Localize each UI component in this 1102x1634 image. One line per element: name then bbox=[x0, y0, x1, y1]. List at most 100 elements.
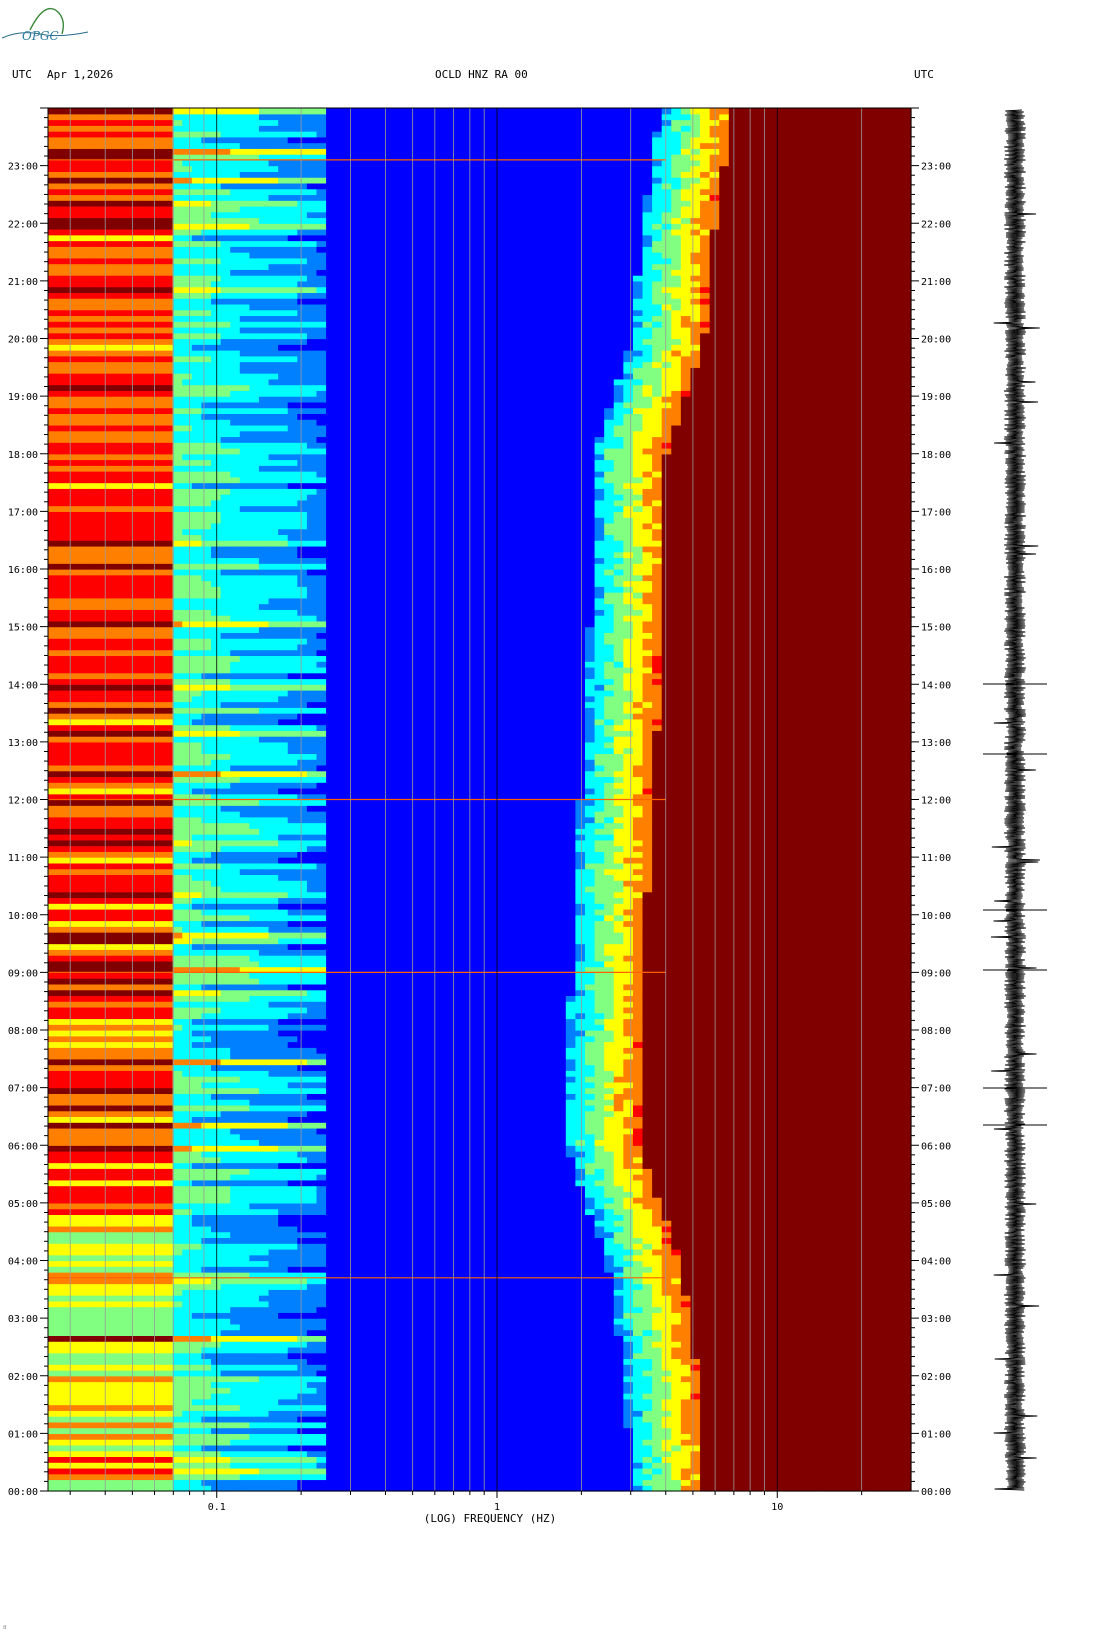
heatmap-cell bbox=[642, 1185, 653, 1192]
heatmap-cell bbox=[537, 1254, 548, 1262]
heatmap-cell bbox=[527, 1352, 538, 1360]
heatmap-cell bbox=[393, 1248, 404, 1256]
heatmap-cell bbox=[115, 1416, 126, 1423]
heatmap-cell bbox=[815, 1421, 826, 1429]
heatmap-cell bbox=[805, 1364, 816, 1371]
heatmap-cell bbox=[594, 1450, 605, 1458]
heatmap-cell bbox=[690, 1393, 701, 1400]
heatmap-cell bbox=[95, 1439, 107, 1446]
heatmap-cell bbox=[891, 1214, 903, 1221]
heatmap-cell bbox=[719, 1410, 730, 1417]
heatmap-cell bbox=[76, 1231, 87, 1239]
heatmap-cell bbox=[67, 1375, 78, 1383]
heatmap-cell bbox=[680, 1254, 692, 1262]
heatmap-cell bbox=[508, 1467, 519, 1475]
heatmap-cell bbox=[680, 1393, 692, 1400]
heatmap-cell bbox=[584, 1323, 596, 1331]
heatmap-cell bbox=[565, 1197, 576, 1204]
heatmap-cell bbox=[575, 1272, 586, 1279]
heatmap-cell bbox=[249, 1237, 260, 1244]
heatmap-cell bbox=[316, 1335, 327, 1342]
heatmap-cell bbox=[863, 1404, 874, 1411]
heatmap-cell bbox=[872, 1410, 883, 1417]
heatmap-cell bbox=[690, 1185, 701, 1192]
heatmap-cell bbox=[652, 1433, 663, 1440]
heatmap-cell bbox=[239, 1254, 250, 1262]
heatmap-cell bbox=[546, 1225, 557, 1233]
heatmap-cell bbox=[489, 1341, 500, 1348]
heatmap-cell bbox=[258, 1375, 270, 1383]
heatmap-cell bbox=[853, 1393, 864, 1400]
heatmap-cell bbox=[872, 1346, 883, 1354]
heatmap-cell bbox=[613, 1450, 624, 1458]
heatmap-cell bbox=[441, 1450, 452, 1458]
heatmap-cell bbox=[613, 1225, 624, 1233]
heatmap-cell bbox=[105, 1191, 116, 1198]
heatmap-cell bbox=[76, 1329, 87, 1337]
heatmap-cell bbox=[105, 1272, 116, 1279]
heatmap-cell bbox=[450, 1398, 461, 1406]
heatmap-cell bbox=[163, 1237, 174, 1244]
heatmap-cell bbox=[412, 1243, 423, 1250]
heatmap-cell bbox=[115, 1352, 126, 1360]
heatmap-cell bbox=[95, 1450, 107, 1458]
heatmap-cell bbox=[134, 1416, 145, 1423]
heatmap-cell bbox=[767, 1283, 778, 1290]
heatmap-cell bbox=[719, 1208, 730, 1215]
heatmap-cell bbox=[153, 1283, 164, 1290]
heatmap-cell bbox=[680, 1364, 692, 1371]
heatmap-cell bbox=[632, 1237, 644, 1244]
heatmap-cell bbox=[124, 1381, 135, 1388]
heatmap-cell bbox=[584, 1485, 596, 1492]
heatmap-cell bbox=[239, 1225, 250, 1233]
heatmap-cell bbox=[623, 1450, 634, 1458]
heatmap-cell bbox=[306, 1369, 318, 1377]
heatmap-cell bbox=[719, 1214, 730, 1221]
heatmap-cell bbox=[575, 1467, 586, 1475]
heatmap-cell bbox=[498, 1427, 509, 1434]
heatmap-cell bbox=[738, 1473, 749, 1481]
heatmap-cell bbox=[815, 1410, 826, 1417]
heatmap-cell bbox=[632, 1421, 644, 1429]
heatmap-cell bbox=[297, 1197, 308, 1204]
heatmap-cell bbox=[556, 1260, 567, 1267]
heatmap-cell bbox=[374, 1439, 385, 1446]
heatmap-cell bbox=[48, 1427, 59, 1434]
heatmap-cell bbox=[575, 1410, 586, 1417]
heatmap-cell bbox=[690, 1220, 701, 1227]
heatmap-cell bbox=[143, 1318, 155, 1325]
heatmap-cell bbox=[891, 1329, 903, 1337]
heatmap-cell bbox=[402, 1220, 413, 1227]
heatmap-cell bbox=[527, 1462, 538, 1469]
heatmap-cell bbox=[239, 1444, 250, 1452]
heatmap-cell bbox=[843, 1421, 855, 1429]
heatmap-cell bbox=[843, 1410, 855, 1417]
heatmap-cell bbox=[326, 1439, 337, 1446]
heatmap-cell bbox=[95, 1393, 107, 1400]
heatmap-cell bbox=[326, 1352, 337, 1360]
heatmap-cell bbox=[565, 1202, 576, 1210]
heatmap-cell bbox=[834, 1260, 845, 1267]
heatmap-cell bbox=[767, 1485, 778, 1492]
heatmap-cell bbox=[469, 1479, 481, 1486]
heatmap-cell bbox=[67, 1346, 78, 1354]
heatmap-cell bbox=[479, 1191, 490, 1198]
heatmap-cell bbox=[757, 1433, 768, 1440]
heatmap-cell bbox=[105, 1318, 116, 1325]
heatmap-cell bbox=[738, 1433, 749, 1440]
heatmap-cell bbox=[297, 1358, 308, 1365]
heatmap-cell bbox=[268, 1225, 279, 1233]
heatmap-cell bbox=[537, 1260, 548, 1267]
heatmap-cell bbox=[661, 1312, 672, 1319]
heatmap-cell bbox=[354, 1202, 366, 1210]
heatmap-cell bbox=[747, 1358, 759, 1365]
heatmap-cell bbox=[383, 1191, 394, 1198]
heatmap-cell bbox=[546, 1433, 557, 1440]
heatmap-cell bbox=[297, 1467, 308, 1475]
heatmap-cell bbox=[393, 1329, 404, 1337]
heatmap-cell bbox=[863, 1369, 874, 1377]
heatmap-cell bbox=[604, 1295, 615, 1302]
heatmap-cell bbox=[95, 1404, 107, 1411]
heatmap-cell bbox=[834, 1398, 845, 1406]
heatmap-cell bbox=[163, 1450, 174, 1458]
